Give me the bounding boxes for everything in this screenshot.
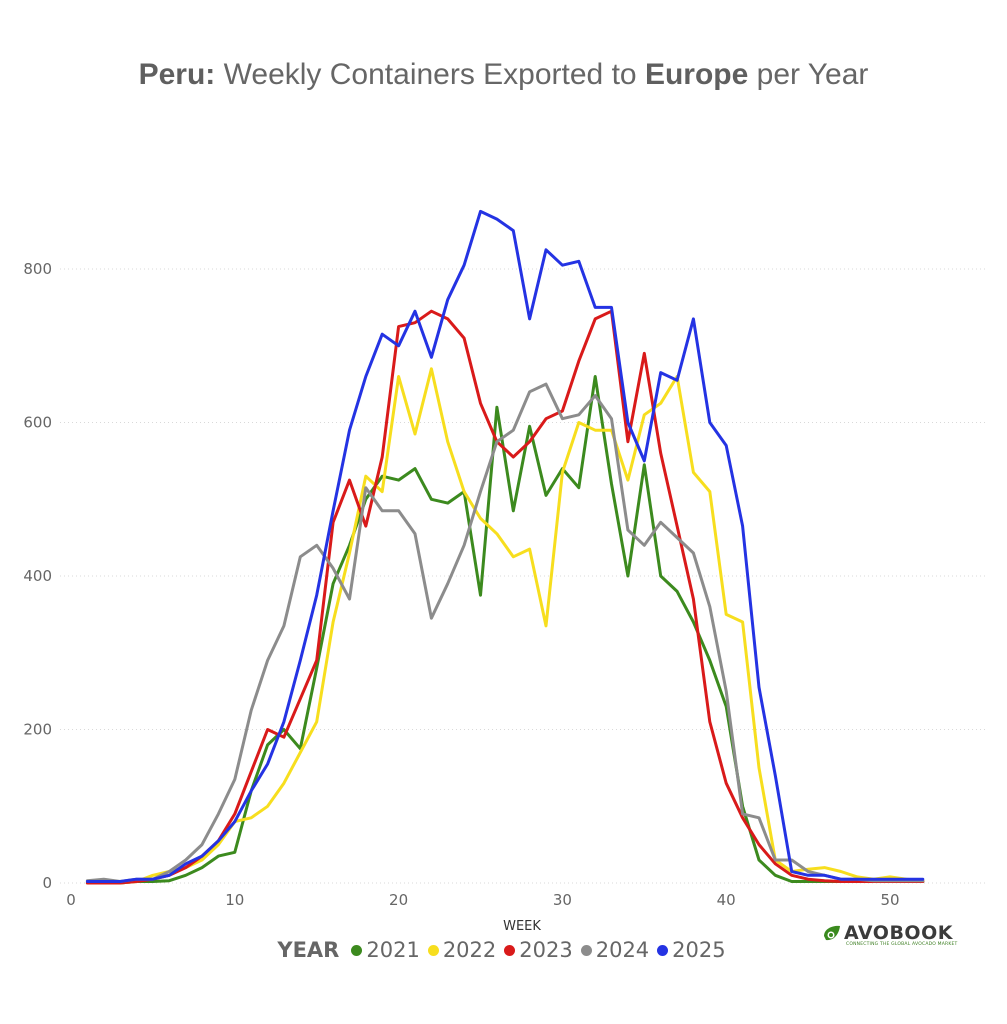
avobook-logo: AVOBOOK CONNECTING THE GLOBAL AVOCADO MA… (820, 922, 980, 952)
y-axis-ticks: 0 200 400 600 800 (23, 260, 52, 892)
x-tick-label: 50 (880, 891, 899, 909)
x-tick-label: 0 (66, 891, 76, 909)
y-tick-label: 400 (23, 567, 52, 585)
x-tick-label: 40 (717, 891, 736, 909)
x-tick-label: 10 (225, 891, 244, 909)
x-axis-label: WEEK (503, 919, 541, 934)
series-line-2021 (85, 375, 925, 885)
series-line-2024 (85, 382, 925, 883)
legend-dot-icon (580, 945, 592, 956)
legend-title: YEAR (277, 938, 340, 962)
legend-label: 2025 (672, 938, 726, 962)
series-lines (85, 209, 925, 885)
series-line-2023 (85, 309, 925, 885)
y-tick-label: 600 (23, 414, 52, 432)
y-tick-label: 0 (42, 874, 52, 892)
logo-tagline: CONNECTING THE GLOBAL AVOCADO MARKET (846, 942, 958, 947)
x-tick-label: 30 (553, 891, 572, 909)
y-tick-label: 800 (23, 260, 52, 278)
legend-item-2021: 2021 (351, 938, 420, 962)
legend-dot-icon (657, 945, 669, 956)
legend-item-2022: 2022 (427, 938, 497, 962)
legend-item-2024: 2024 (580, 938, 650, 962)
legend-label: 2023 (519, 938, 573, 962)
legend: YEAR 2021 2022 2023 2024 2025 (0, 938, 1007, 962)
y-tick-label: 200 (23, 721, 52, 739)
legend-label: 2024 (595, 938, 650, 962)
legend-label: 2021 (366, 938, 420, 962)
x-axis-ticks: 0 10 20 30 40 50 (66, 891, 899, 909)
legend-dot-icon (504, 945, 516, 956)
legend-dot-icon (351, 945, 363, 956)
avocado-leaf-icon (824, 925, 840, 941)
legend-dot-icon (427, 945, 439, 956)
series-line-2025 (85, 209, 925, 883)
legend-item-2025: 2025 (657, 938, 726, 962)
gridlines (60, 268, 985, 884)
series-line-2022 (85, 367, 925, 885)
logo-brand: AVOBOOK (844, 922, 953, 944)
chart-title: Peru: Weekly Containers Exported to Euro… (138, 58, 869, 91)
x-tick-label: 20 (389, 891, 408, 909)
legend-item-2023: 2023 (504, 938, 573, 962)
legend-label: 2022 (442, 938, 497, 962)
